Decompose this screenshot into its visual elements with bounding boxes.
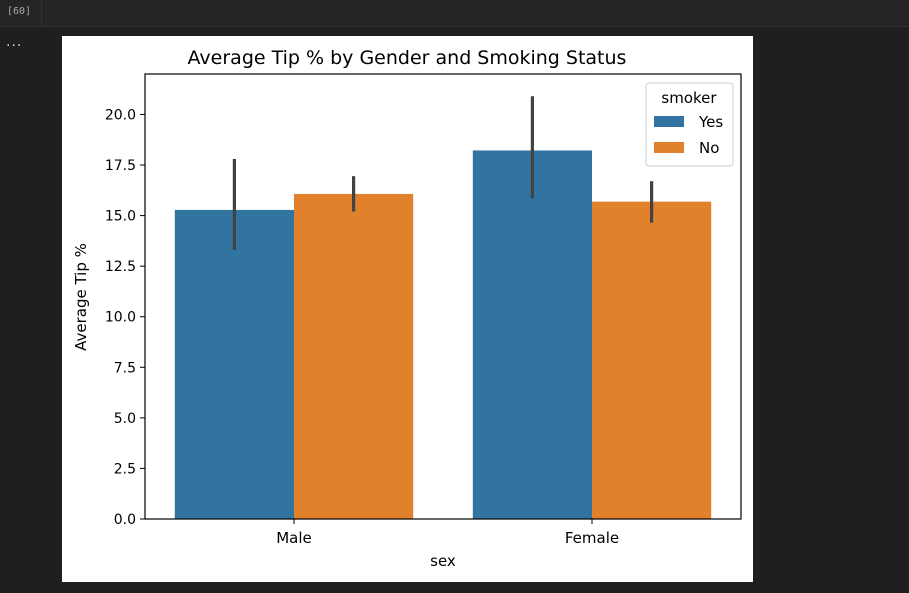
y-tick-label: 0.0: [114, 512, 136, 528]
bar-male-yes: [174, 209, 294, 519]
legend-swatch-yes: [654, 116, 684, 127]
bar-chart: Average Tip % by Gender and Smoking Stat…: [72, 47, 742, 570]
x-tick-label-male: Male: [276, 529, 312, 547]
y-axis: 0.0 2.5 5.0 7.5 10.0 12.5 15.0 17.5 20.0: [105, 107, 145, 528]
plot-area-frame: [144, 73, 742, 520]
y-tick-label: 15.0: [105, 209, 136, 225]
legend-title: smoker: [661, 89, 717, 107]
cell-divider: [41, 0, 42, 26]
y-tick-label: 7.5: [114, 360, 136, 376]
output-more-actions-icon[interactable]: ...: [6, 34, 23, 50]
execution-count: [60]: [7, 6, 32, 17]
cell-header: [60]: [0, 0, 909, 27]
legend: smoker Yes No: [645, 82, 734, 167]
y-tick-label: 17.5: [105, 158, 136, 174]
chart-output: Average Tip % by Gender and Smoking Stat…: [62, 36, 753, 582]
legend-label-yes: Yes: [698, 113, 723, 131]
bar-male-no: [294, 193, 414, 519]
chart-title: Average Tip % by Gender and Smoking Stat…: [188, 47, 627, 69]
y-axis-label: Average Tip %: [72, 243, 90, 351]
y-tick-label: 2.5: [114, 461, 136, 477]
error-bars: [232, 96, 654, 250]
x-tick-label-female: Female: [565, 529, 619, 547]
y-tick-label: 5.0: [114, 411, 136, 427]
bar-female-yes: [472, 150, 592, 519]
x-axis: Male Female: [276, 519, 619, 547]
legend-swatch-no: [654, 142, 684, 153]
x-axis-label: sex: [430, 552, 456, 570]
y-tick-label: 20.0: [105, 107, 136, 123]
bar-female-no: [592, 201, 712, 519]
bars: [174, 150, 712, 519]
y-tick-label: 12.5: [105, 259, 136, 275]
y-tick-label: 10.0: [105, 310, 136, 326]
legend-label-no: No: [699, 139, 719, 157]
